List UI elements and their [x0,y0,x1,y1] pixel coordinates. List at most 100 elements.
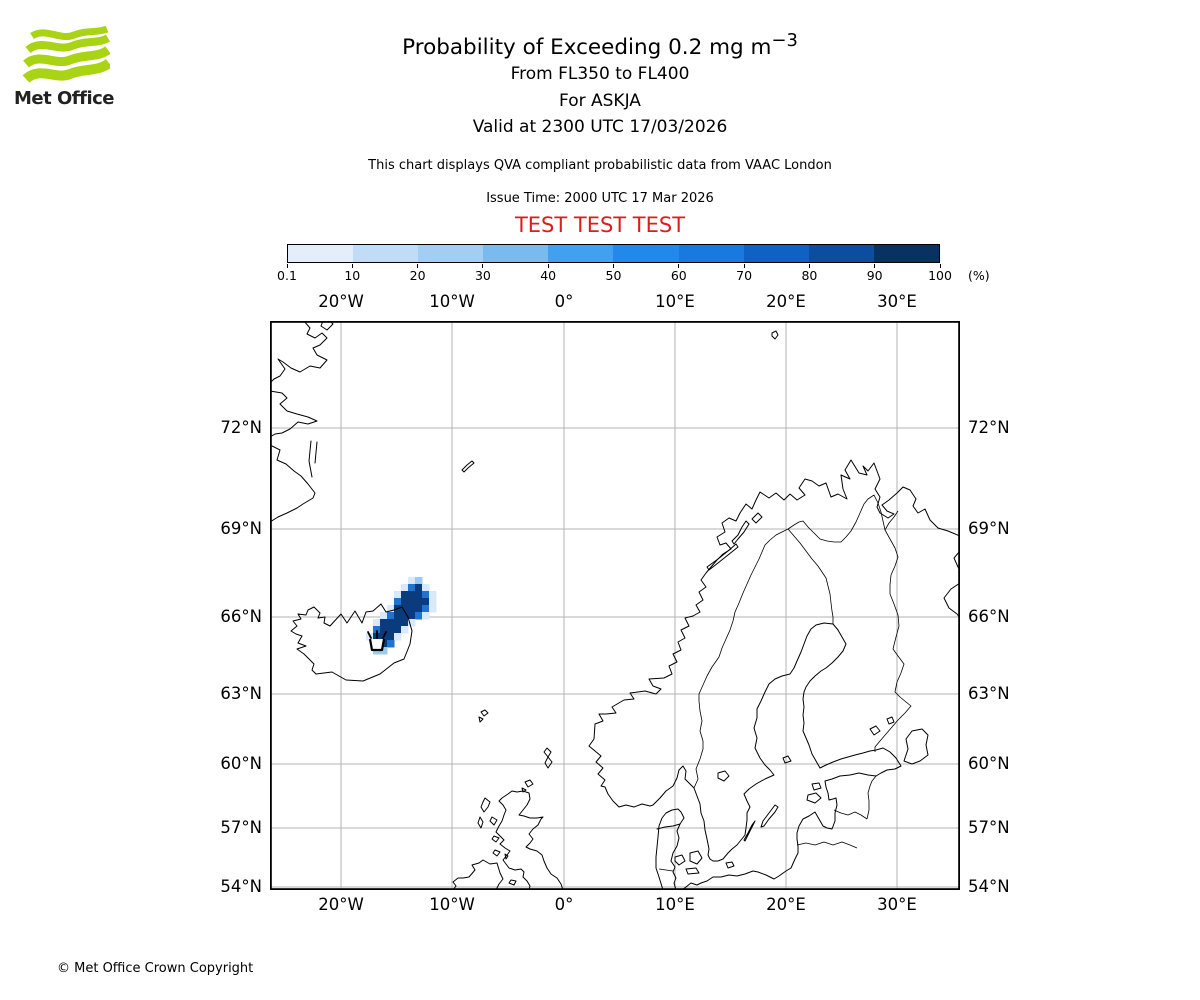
coast-jan-mayen [461,460,475,473]
logo-waves-icon [22,26,110,84]
plume-cell [415,577,423,585]
lat-label-left: 57°N [220,818,262,837]
plume-cell [408,619,416,627]
volcano-crater-icon [368,638,386,652]
plume-cell [394,591,402,599]
copyright: © Met Office Crown Copyright [57,961,254,976]
lat-label-left: 66°N [220,607,262,626]
coast-bear-island [771,330,779,340]
colorbar-unit: (%) [968,268,990,283]
map-gridlines [270,321,960,890]
coast-hebrides [477,797,509,860]
lon-label-top: 10°W [429,292,475,311]
lat-label-right: 66°N [968,607,1010,626]
met-office-logo: Met Office [14,26,115,114]
lon-label-top: 0° [554,292,574,311]
plume-cell [387,605,395,613]
lake-ladoga [903,728,929,765]
coast-iceland [290,603,413,682]
colorbar-tick-label: 20 [409,268,426,283]
border-sweden-finland [787,528,834,624]
border-finland-russia [874,510,912,752]
lat-label-left: 72°N [220,418,262,437]
lon-label-bottom: 20°E [766,895,806,914]
plume-cell [380,647,388,655]
plume-cell [401,619,409,627]
plume-cell [408,605,416,613]
chart-title-exponent: −3 [771,30,798,51]
coast-greenland [320,321,334,331]
colorbar-tick [417,264,419,268]
colorbar-tick-label: 90 [866,268,883,283]
plume-cell [387,640,395,648]
lon-label-top: 20°W [318,292,364,311]
colorbar-segment-4 [548,245,614,262]
coast-shetland [543,747,553,769]
plume-cell [380,619,388,627]
plume-cell [387,612,395,620]
plume-cell [408,591,416,599]
border-latvia-lithuania [796,841,858,849]
subtitle-volcano: For ASKJA [559,90,641,111]
map [270,321,960,890]
colorbar-tick-label: 30 [474,268,491,283]
lon-label-bottom: 0° [554,895,574,914]
plume-cell [380,626,388,634]
plume-cell [415,605,423,613]
plume-cell [408,584,416,592]
colorbar-tick [939,264,941,268]
logo-text: Met Office [14,88,115,109]
plume-cell [373,619,381,627]
colorbar-tick [482,264,484,268]
plume-cell [415,584,423,592]
plume-cell [401,626,409,634]
colorbar-tick-label: 40 [540,268,557,283]
colorbar-tick-label: 100 [928,268,952,283]
lat-label-left: 54°N [220,877,262,896]
plume-cell [422,591,430,599]
colorbar-tick [678,264,680,268]
coast-bornholm [725,861,735,869]
plume-cell [394,626,402,634]
lon-label-top: 20°E [766,292,806,311]
plume-cell [401,591,409,599]
plume-cell [387,633,395,641]
colorbar-tick [613,264,614,268]
coast-saaremaa [806,782,822,804]
title-block: Probability of Exceeding 0.2 mg m−3 From… [0,28,1200,141]
lat-label-right: 63°N [968,684,1010,703]
coast-denmark [655,808,685,890]
colorbar-segment-2 [418,245,484,262]
colorbar-tick-label: 0.1 [277,268,297,283]
colorbar-tick [351,264,353,268]
coast-danish-islands [674,850,703,875]
lat-label-left: 63°N [220,684,262,703]
volcano-symbol [367,630,387,652]
coast-orkney [521,779,534,793]
colorbar-tick-label: 60 [670,268,687,283]
lat-label-right: 57°N [968,818,1010,837]
colorbar-tick-label: 80 [801,268,818,283]
lat-label-right: 72°N [968,418,1010,437]
plume-cell [401,598,409,606]
plume-cell [394,598,402,606]
plume-cell [380,612,388,620]
plume-cell [422,598,430,606]
coast-greenland [270,390,318,438]
colorbar-segment-8 [808,245,874,262]
coast-gotland [760,804,779,828]
colorbar-segment-5 [613,245,679,262]
coastlines [270,321,960,890]
coast-greenland [270,321,328,384]
colorbar-segment-9 [873,245,939,262]
lake-saimaa [869,716,895,736]
coast-limfjord [656,823,681,830]
qva-description: This chart displays QVA compliant probab… [368,158,832,173]
border-norway-finland [787,494,886,543]
colorbar-segment-3 [483,245,549,262]
subtitle-valid-time: Valid at 2300 UTC 17/03/2026 [472,117,728,138]
lon-label-bottom: 30°E [877,895,917,914]
plume-cell [387,619,395,627]
coast-isle-of-man [508,879,517,886]
plume-cell [415,598,423,606]
